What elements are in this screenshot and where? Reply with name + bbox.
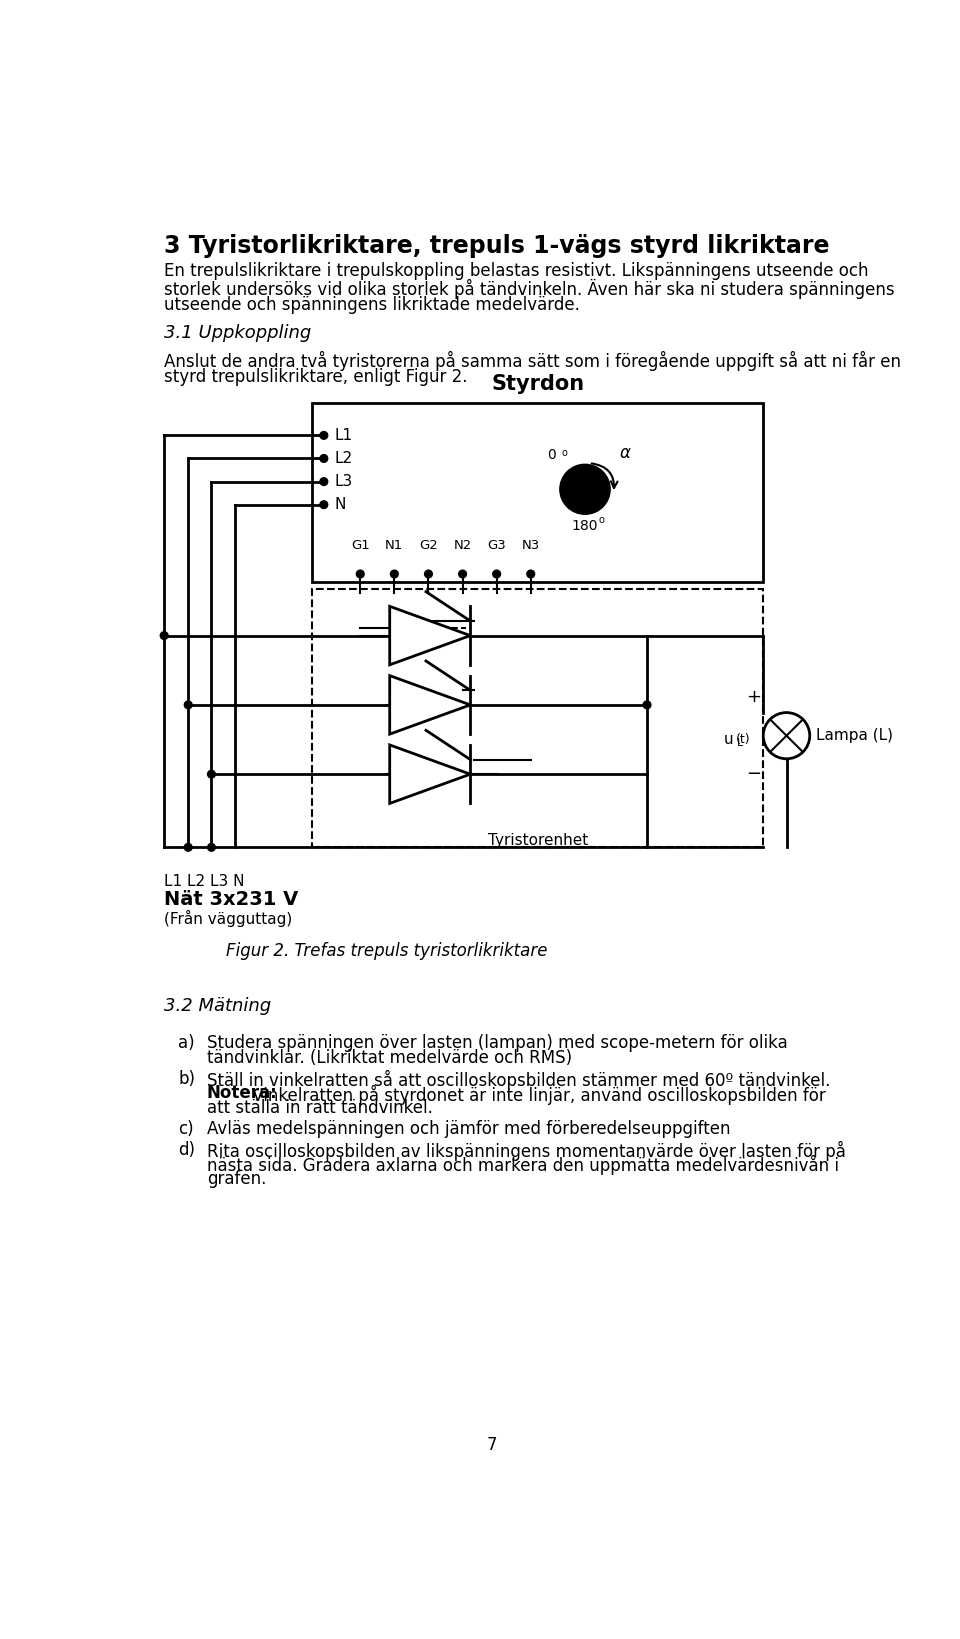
Text: Notera:: Notera: — [206, 1085, 277, 1103]
Text: d): d) — [179, 1141, 195, 1159]
Text: (Från vägguttag): (Från vägguttag) — [164, 910, 293, 926]
Text: 180: 180 — [572, 518, 598, 533]
Text: N1: N1 — [385, 539, 403, 552]
Text: Nät 3x231 V: Nät 3x231 V — [164, 890, 299, 908]
Text: Tyristorenhet: Tyristorenhet — [488, 834, 588, 849]
Circle shape — [207, 844, 215, 851]
Text: 3 Tyristorlikriktare, trepuls 1-vägs styrd likriktare: 3 Tyristorlikriktare, trepuls 1-vägs sty… — [164, 234, 829, 257]
Bar — [312, 590, 763, 847]
Text: (t): (t) — [736, 733, 751, 746]
Text: a): a) — [179, 1034, 195, 1052]
Circle shape — [320, 502, 327, 508]
Text: o: o — [562, 449, 567, 459]
Text: c): c) — [179, 1119, 194, 1137]
Circle shape — [320, 431, 327, 439]
Text: o: o — [598, 515, 604, 526]
Polygon shape — [390, 675, 470, 734]
Text: styrd trepulslikriktare, enligt Figur 2.: styrd trepulslikriktare, enligt Figur 2. — [164, 367, 468, 385]
Text: utseende och spänningens likriktade medelvärde.: utseende och spänningens likriktade mede… — [164, 297, 580, 315]
Circle shape — [184, 701, 192, 708]
Text: 7: 7 — [487, 1436, 497, 1454]
Circle shape — [391, 570, 398, 579]
Polygon shape — [390, 606, 470, 665]
Text: Avläs medelspänningen och jämför med förberedelseuppgiften: Avläs medelspänningen och jämför med för… — [206, 1119, 731, 1137]
Text: En trepulslikriktare i trepulskoppling belastas resistivt. Likspänningens utseen: En trepulslikriktare i trepulskoppling b… — [164, 262, 869, 280]
Circle shape — [184, 844, 192, 851]
Circle shape — [763, 713, 809, 759]
Text: tändvinklar. (Likriktat medelvärde och RMS): tändvinklar. (Likriktat medelvärde och R… — [206, 1049, 572, 1067]
Text: Anslut de andra två tyristorerna på samma sätt som i föregående uppgift så att n: Anslut de andra två tyristorerna på samm… — [164, 351, 901, 370]
Circle shape — [459, 570, 467, 579]
Text: storlek undersöks vid olika storlek på tändvinkeln. Även här ska ni studera spän: storlek undersöks vid olika storlek på t… — [164, 279, 895, 300]
Text: L2: L2 — [335, 451, 353, 465]
Text: Styrdon: Styrdon — [492, 374, 585, 393]
Text: att ställa in rätt tändvinkel.: att ställa in rätt tändvinkel. — [206, 1100, 433, 1118]
Circle shape — [320, 477, 327, 485]
Text: 0: 0 — [547, 447, 557, 462]
Text: G1: G1 — [350, 539, 370, 552]
Polygon shape — [390, 744, 470, 803]
Text: u: u — [724, 733, 733, 747]
Text: 3.1 Uppkoppling: 3.1 Uppkoppling — [164, 325, 311, 341]
Text: N: N — [335, 497, 346, 511]
Circle shape — [207, 770, 215, 779]
Text: b): b) — [179, 1070, 195, 1088]
Text: Figur 2. Trefas trepuls tyristorlikriktare: Figur 2. Trefas trepuls tyristorlikrikta… — [227, 942, 547, 960]
Circle shape — [527, 570, 535, 579]
Text: Vinkelratten på styrdonet är inte linjär, använd oscilloskopsbilden för: Vinkelratten på styrdonet är inte linjär… — [247, 1085, 826, 1105]
Text: L1: L1 — [335, 428, 353, 443]
Circle shape — [320, 454, 327, 462]
Text: Rita oscilloskopsbilden av likspänningens momentanvärde över lasten för på: Rita oscilloskopsbilden av likspänningen… — [206, 1141, 846, 1160]
Text: 3.2 Mätning: 3.2 Mätning — [164, 998, 272, 1016]
Circle shape — [561, 464, 610, 515]
Text: α: α — [620, 444, 631, 462]
Circle shape — [424, 570, 432, 579]
Text: G3: G3 — [488, 539, 506, 552]
Text: −: − — [746, 765, 761, 783]
Bar — [312, 403, 763, 582]
Text: Studera spänningen över lasten (lampan) med scope-metern för olika: Studera spänningen över lasten (lampan) … — [206, 1034, 787, 1052]
Text: L1 L2 L3 N: L1 L2 L3 N — [164, 874, 245, 890]
Circle shape — [492, 570, 500, 579]
Text: N3: N3 — [521, 539, 540, 552]
Text: N2: N2 — [453, 539, 471, 552]
FancyArrowPatch shape — [591, 464, 617, 488]
Text: nästa sida. Gradera axlarna och markera den uppmätta medelvärdesnivån i: nästa sida. Gradera axlarna och markera … — [206, 1155, 839, 1175]
Circle shape — [160, 631, 168, 639]
Text: L3: L3 — [335, 474, 353, 488]
Text: Lampa (L): Lampa (L) — [816, 728, 893, 742]
Text: L: L — [737, 739, 743, 749]
Circle shape — [643, 701, 651, 708]
Circle shape — [356, 570, 364, 579]
Text: Ställ in vinkelratten så att oscilloskopsbilden stämmer med 60º tändvinkel.: Ställ in vinkelratten så att oscilloskop… — [206, 1070, 830, 1090]
Text: grafen.: grafen. — [206, 1170, 266, 1188]
Text: +: + — [747, 688, 761, 706]
Text: G2: G2 — [420, 539, 438, 552]
